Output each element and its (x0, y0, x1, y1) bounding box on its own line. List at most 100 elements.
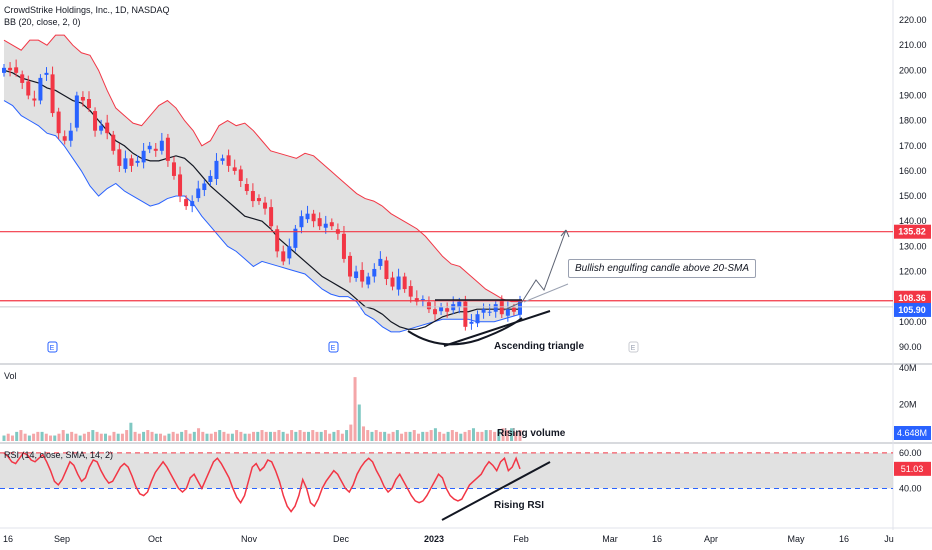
candle (263, 202, 268, 209)
price-axis: 220.00 210.00 200.00 190.00 180.00 170.00 160.… (894, 15, 931, 493)
time-tick-label: Dec (333, 534, 350, 544)
volume-bar (455, 431, 459, 441)
volume-bar (412, 430, 416, 441)
volume-tag-label: 4.648M (897, 428, 927, 438)
volume-bar (488, 430, 492, 441)
candle (220, 158, 225, 161)
time-tick-label: Oct (148, 534, 163, 544)
volume-bar (205, 433, 209, 441)
volume-bar (235, 430, 239, 441)
volume-bar (44, 433, 48, 441)
candle (196, 188, 201, 199)
volume-bar (108, 435, 112, 441)
volume-bar (281, 431, 285, 441)
candle (469, 321, 474, 324)
volume-bar (471, 428, 475, 441)
volume-bar (323, 430, 327, 441)
rsi-tick-label: 40.00 (899, 483, 922, 493)
volume-bar (446, 431, 450, 441)
volume-bar (239, 431, 243, 441)
candle (111, 134, 116, 151)
candle (56, 111, 61, 134)
volume-bar (404, 431, 408, 441)
price-tick-label: 120.00 (899, 266, 927, 276)
horizontal-lines (0, 231, 893, 308)
candle (26, 81, 31, 96)
candle (329, 222, 334, 227)
candle (232, 167, 237, 171)
volume-bar (171, 431, 175, 441)
volume-bar (2, 435, 6, 441)
callout-pointer (523, 283, 569, 303)
rsi-indicator-label[interactable]: RSI (14, close, SMA, 14, 2) (4, 450, 114, 460)
volume-bar (10, 435, 14, 441)
volume-bar (514, 431, 518, 441)
volume-bar (201, 431, 205, 441)
volume-bar (319, 431, 323, 441)
candle (275, 229, 280, 252)
candle (433, 309, 438, 315)
volume-bar (53, 435, 57, 441)
volume-bar (273, 431, 277, 441)
bollinger-bands (3, 34, 521, 333)
volume-bar (104, 433, 108, 441)
chart-title: CrowdStrike Holdings, Inc., 1D, NASDAQ (4, 5, 170, 15)
price-tag-label: 105.90 (898, 305, 926, 315)
bb-indicator-label[interactable]: BB (20, close, 2, 0) (4, 17, 81, 27)
candle (32, 98, 37, 101)
candle (481, 309, 486, 313)
candle (281, 251, 286, 262)
earnings-icon-letter: E (331, 345, 336, 352)
rsi-line (3, 451, 521, 513)
volume-bar (137, 433, 141, 441)
candle (238, 169, 243, 181)
rsi-tag (894, 461, 931, 476)
volume-bar (142, 431, 146, 441)
candle (129, 158, 134, 166)
candle (323, 223, 328, 228)
volume-bar (374, 430, 378, 441)
ascending-triangle-label: Ascending triangle (494, 341, 585, 352)
volume-bar (112, 431, 116, 441)
volume-bar (425, 431, 429, 441)
candle (105, 122, 110, 134)
volume-bar (268, 431, 272, 441)
time-tick-label: Apr (704, 534, 718, 544)
candle (269, 207, 274, 227)
candle (171, 162, 176, 176)
volume-bar (505, 430, 509, 441)
time-axis: 16 Sep Oct Nov Dec 2023 Feb Mar 16 Apr May 16 Ju (0, 527, 932, 544)
volume-bar (476, 431, 480, 441)
time-tick-label: 16 (3, 534, 13, 544)
volume-bar (243, 433, 247, 441)
candle (487, 311, 492, 313)
candle (317, 218, 322, 227)
volume-bar (336, 430, 340, 441)
volume-bar (353, 377, 357, 441)
candle (256, 198, 261, 202)
volume-bar (311, 430, 315, 441)
volume-bar (484, 430, 488, 441)
earnings-icon (47, 341, 58, 353)
candle (311, 213, 316, 222)
volume-indicator-label[interactable]: Vol (4, 371, 17, 381)
price-tick-label: 220.00 (899, 15, 927, 25)
earnings-icon (628, 341, 639, 353)
volume-bar (150, 431, 154, 441)
candle (439, 306, 444, 312)
candle (147, 145, 152, 150)
candle (93, 111, 98, 131)
candle (20, 74, 25, 83)
volume-bar (226, 433, 230, 441)
volume-bar (463, 431, 467, 441)
bb-middle-line (3, 69, 520, 330)
price-tick-label: 140.00 (899, 216, 927, 226)
volume-bar (158, 433, 162, 441)
volume-bar (125, 430, 129, 441)
volume-bar (15, 431, 19, 441)
volume-bar (70, 431, 74, 441)
candle (384, 260, 389, 280)
candle (74, 95, 79, 128)
candle (68, 130, 73, 141)
